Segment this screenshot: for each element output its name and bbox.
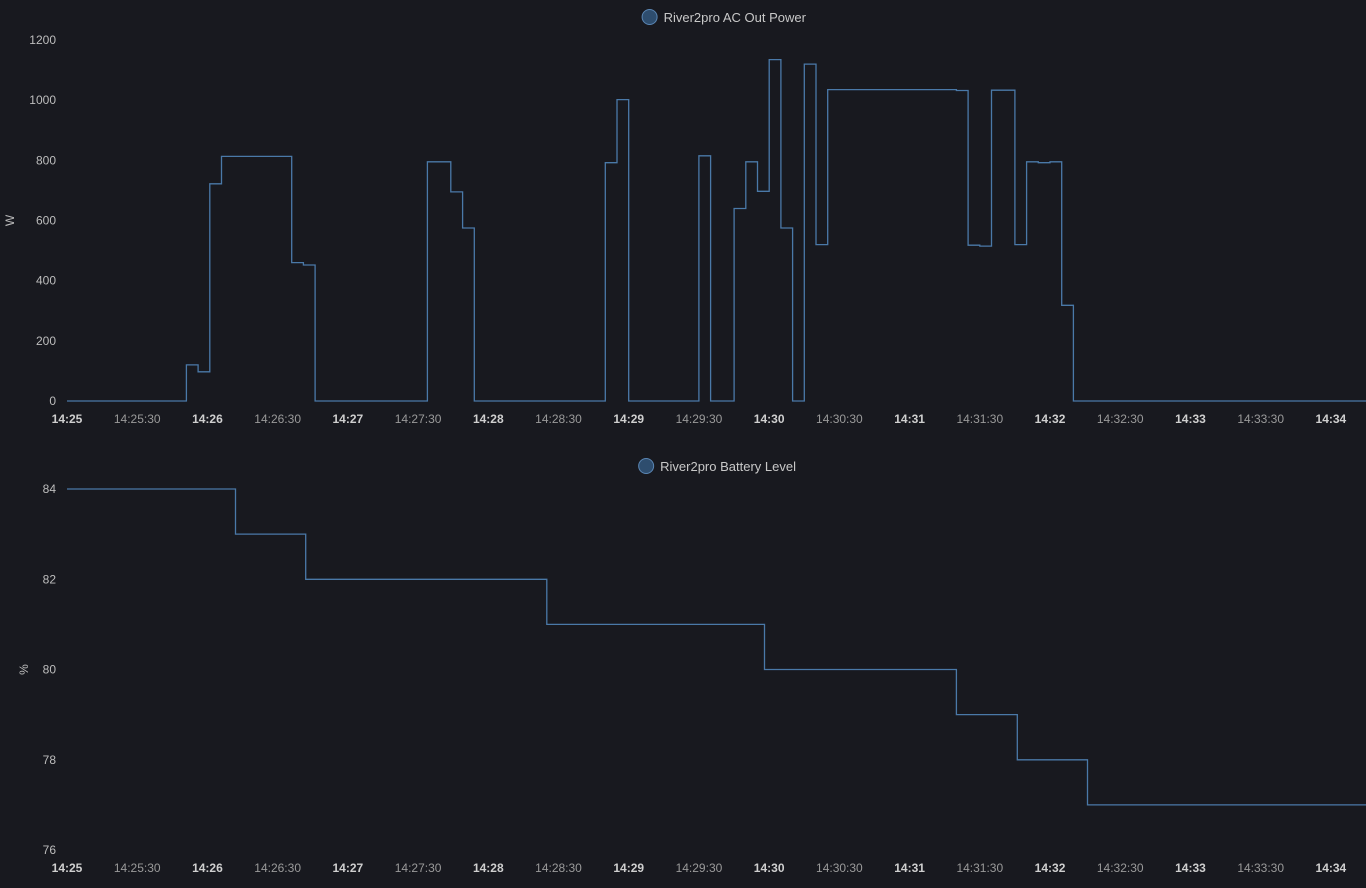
series-line[interactable]: [67, 58, 1366, 402]
x-tick-label: 14:29: [613, 861, 644, 875]
x-tick-label: 14:32: [1035, 861, 1066, 875]
y-axis-label: W: [3, 214, 17, 226]
chart-1: River2pro AC Out Power W 0 200 400 600 800 1000…: [3, 9, 1366, 426]
x-tick-label: 14:30:30: [816, 412, 863, 426]
x-tick-label: 14:30: [754, 861, 785, 875]
x-tick-label: 14:27: [333, 412, 364, 426]
y-tick-label: 1000: [29, 93, 56, 107]
x-tick-label: 14:28:30: [535, 412, 582, 426]
y-tick-label: 80: [43, 663, 57, 677]
x-tick-label: 14:25: [52, 412, 83, 426]
x-tick-label: 14:28:30: [535, 861, 582, 875]
x-tick-label: 14:26: [192, 861, 223, 875]
x-tick-label: 14:28: [473, 861, 504, 875]
x-tick-label: 14:32:30: [1097, 861, 1144, 875]
y-tick-label: 200: [36, 334, 56, 348]
legend[interactable]: River2pro AC Out Power: [641, 9, 807, 26]
x-tick-label: 14:34: [1316, 861, 1347, 875]
y-tick-label: 800: [36, 153, 56, 167]
legend-label: River2pro AC Out Power: [664, 10, 807, 25]
x-tick-label: 14:26: [192, 412, 223, 426]
y-tick-label: 76: [43, 843, 57, 857]
x-tick-label: 14:25:30: [114, 861, 161, 875]
y-tick-label: 400: [36, 274, 56, 288]
x-tick-label: 14:25: [52, 861, 83, 875]
series-line[interactable]: [67, 488, 1366, 806]
x-tick-label: 14:27: [333, 861, 364, 875]
x-tick-label: 14:30:30: [816, 861, 863, 875]
x-tick-label: 14:25:30: [114, 412, 161, 426]
legend[interactable]: River2pro Battery Level: [638, 458, 796, 475]
legend-label: River2pro Battery Level: [660, 459, 796, 474]
y-axis-label: %: [17, 664, 31, 675]
y-tick-label: 600: [36, 214, 56, 228]
x-tick-label: 14:29: [613, 412, 644, 426]
x-tick-label: 14:30: [754, 412, 785, 426]
x-tick-label: 14:31:30: [956, 861, 1003, 875]
legend-marker[interactable]: [641, 9, 658, 25]
x-tick-label: 14:29:30: [676, 861, 723, 875]
x-tick-label: 14:29:30: [676, 412, 723, 426]
x-tick-label: 14:31:30: [956, 412, 1003, 426]
x-tick-label: 14:33: [1175, 412, 1206, 426]
x-tick-label: 14:33:30: [1237, 861, 1284, 875]
x-tick-label: 14:26:30: [254, 412, 301, 426]
x-tick-label: 14:32:30: [1097, 412, 1144, 426]
legend-marker[interactable]: [638, 458, 655, 474]
y-tick-label: 0: [49, 394, 56, 408]
x-tick-label: 14:34: [1316, 412, 1347, 426]
chart-2: River2pro Battery Level% 76 78 80 82 84 14:25 1…: [17, 458, 1366, 875]
y-tick-label: 84: [43, 482, 57, 496]
x-tick-label: 14:28: [473, 412, 504, 426]
x-tick-label: 14:32: [1035, 412, 1066, 426]
x-tick-label: 14:27:30: [395, 861, 442, 875]
x-tick-label: 14:27:30: [395, 412, 442, 426]
x-tick-label: 14:33: [1175, 861, 1206, 875]
y-tick-label: 82: [43, 572, 57, 586]
y-tick-label: 1200: [29, 33, 56, 47]
x-tick-label: 14:33:30: [1237, 412, 1284, 426]
x-tick-label: 14:31: [894, 412, 925, 426]
x-tick-label: 14:31: [894, 861, 925, 875]
x-tick-label: 14:26:30: [254, 861, 301, 875]
y-tick-label: 78: [43, 753, 57, 767]
